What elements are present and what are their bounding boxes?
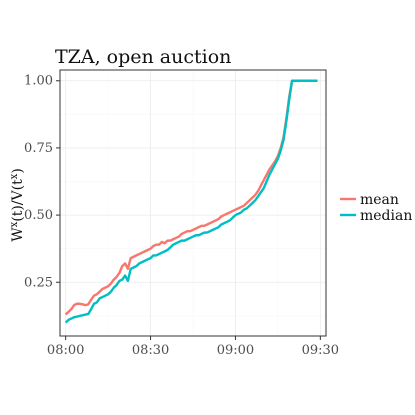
y-tick-label: 1.00 (24, 74, 53, 89)
grid-lines (60, 70, 326, 336)
x-tick-label: 08:00 (47, 343, 84, 358)
x-tick-label: 09:00 (217, 343, 254, 358)
y-tick-label: 0.75 (24, 141, 53, 156)
series-line-median (64, 79, 318, 324)
y-tick-label: 0.25 (24, 275, 53, 290)
x-tick-label: 09:30 (302, 343, 339, 358)
series-line-mean (64, 79, 318, 316)
legend-label-mean: mean (360, 192, 399, 208)
x-axis: 08:00 08:30 09:00 09:30 (47, 336, 339, 358)
y-tick-label: 0.50 (24, 208, 53, 223)
y-axis-label: Wx(t)/V(tx) (9, 168, 26, 242)
x-tick-label: 08:30 (132, 343, 169, 358)
series-lines (64, 79, 318, 324)
legend-label-median: median (360, 208, 412, 224)
plot-panel (59, 69, 327, 337)
chart-title: TZA, open auction (55, 46, 231, 68)
y-axis: 0.25 0.50 0.75 1.00 (24, 74, 60, 290)
